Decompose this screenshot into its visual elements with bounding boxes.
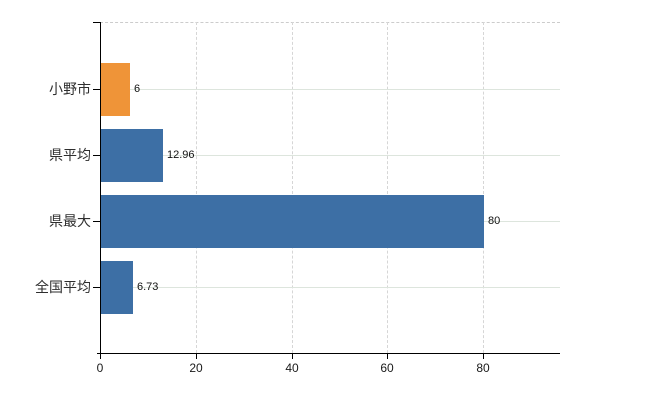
y-axis-label: 県平均 [49, 147, 91, 163]
bar-value-label: 12.96 [167, 149, 195, 161]
y-axis-label: 全国平均 [35, 279, 91, 295]
gridline-vertical [292, 22, 293, 353]
gridline-vertical [387, 22, 388, 353]
x-tick-label: 20 [189, 361, 203, 375]
y-axis-top-tick [93, 22, 100, 23]
x-axis-tick [292, 354, 293, 359]
bar [101, 63, 130, 116]
y-axis-tick [93, 221, 100, 222]
x-axis-tick [387, 354, 388, 359]
gridline-horizontal [100, 155, 560, 156]
bar [101, 261, 133, 314]
gridline-horizontal [100, 287, 560, 288]
gridline-horizontal [100, 89, 560, 90]
bar [101, 129, 163, 182]
bar-value-label: 80 [488, 215, 501, 227]
bar [101, 195, 484, 248]
x-tick-label: 60 [380, 361, 394, 375]
x-axis-tick [100, 354, 101, 359]
bar-value-label: 6.73 [137, 281, 159, 293]
x-tick-label: 80 [476, 361, 490, 375]
gridline-vertical [483, 22, 484, 353]
y-axis-line [100, 22, 101, 353]
bar-value-label: 6 [134, 83, 141, 95]
x-axis-tick [196, 354, 197, 359]
y-axis-tick [93, 287, 100, 288]
y-axis-tick [93, 155, 100, 156]
x-tick-label: 0 [96, 361, 104, 375]
x-axis-tick [483, 354, 484, 359]
y-axis-label: 小野市 [49, 81, 91, 97]
y-axis-tick [93, 89, 100, 90]
gridline-vertical [196, 22, 197, 353]
x-axis-line [97, 353, 560, 354]
y-axis-label: 県最大 [49, 213, 91, 229]
x-tick-label: 40 [285, 361, 299, 375]
plot-top-border [100, 22, 560, 23]
